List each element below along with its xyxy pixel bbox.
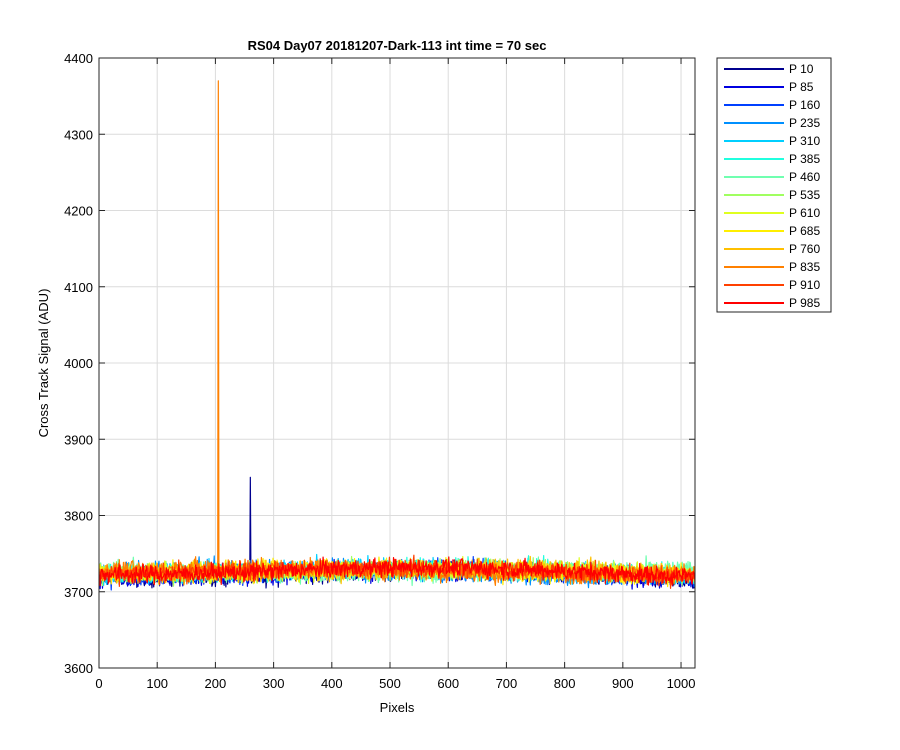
axis-ticks: 0 100 200 300 400 500 600 700 800 900 1000 3600 3700… (64, 51, 695, 691)
x-tick-label: 900 (612, 676, 634, 691)
x-tick-label: 100 (146, 676, 168, 691)
x-tick-label: 1000 (667, 676, 696, 691)
y-tick-label: 4000 (64, 356, 93, 371)
legend-label: P 385 (789, 152, 820, 166)
y-tick-label: 4100 (64, 280, 93, 295)
x-axis-label: Pixels (380, 700, 415, 715)
legend: P 10 P 85 P 160 P 235 P 310 P 385 P 460 P 535 P … (716, 57, 832, 313)
y-tick-label: 3800 (64, 509, 93, 524)
y-tick-label: 3600 (64, 661, 93, 676)
legend-label: P 310 (789, 134, 820, 148)
legend-label: P 160 (789, 98, 820, 112)
legend-label: P 760 (789, 242, 820, 256)
x-tick-label: 0 (95, 676, 102, 691)
x-tick-label: 700 (496, 676, 518, 691)
y-axis-label: Cross Track Signal (ADU) (36, 289, 51, 438)
x-tick-label: 500 (379, 676, 401, 691)
legend-label: P 910 (789, 278, 820, 292)
x-tick-label: 200 (205, 676, 227, 691)
y-tick-label: 4200 (64, 204, 93, 219)
x-tick-label: 600 (437, 676, 459, 691)
legend-label: P 535 (789, 188, 820, 202)
legend-label: P 85 (789, 80, 814, 94)
y-tick-label: 3900 (64, 432, 93, 447)
y-tick-label: 3700 (64, 585, 93, 600)
legend-label: P 460 (789, 170, 820, 184)
x-tick-label: 800 (554, 676, 576, 691)
series-line-p-985 (99, 556, 695, 587)
legend-label: P 235 (789, 116, 820, 130)
legend-label: P 610 (789, 206, 820, 220)
legend-box (716, 57, 832, 313)
series-layer (99, 80, 695, 591)
y-tick-label: 4300 (64, 127, 93, 142)
x-tick-label: 400 (321, 676, 343, 691)
chart-title: RS04 Day07 20181207-Dark-113 int time = … (248, 38, 547, 53)
y-tick-label: 4400 (64, 51, 93, 66)
legend-label: P 685 (789, 224, 820, 238)
legend-label: P 10 (789, 62, 814, 76)
legend-label: P 835 (789, 260, 820, 274)
x-tick-label: 300 (263, 676, 285, 691)
legend-label: P 985 (789, 296, 820, 310)
